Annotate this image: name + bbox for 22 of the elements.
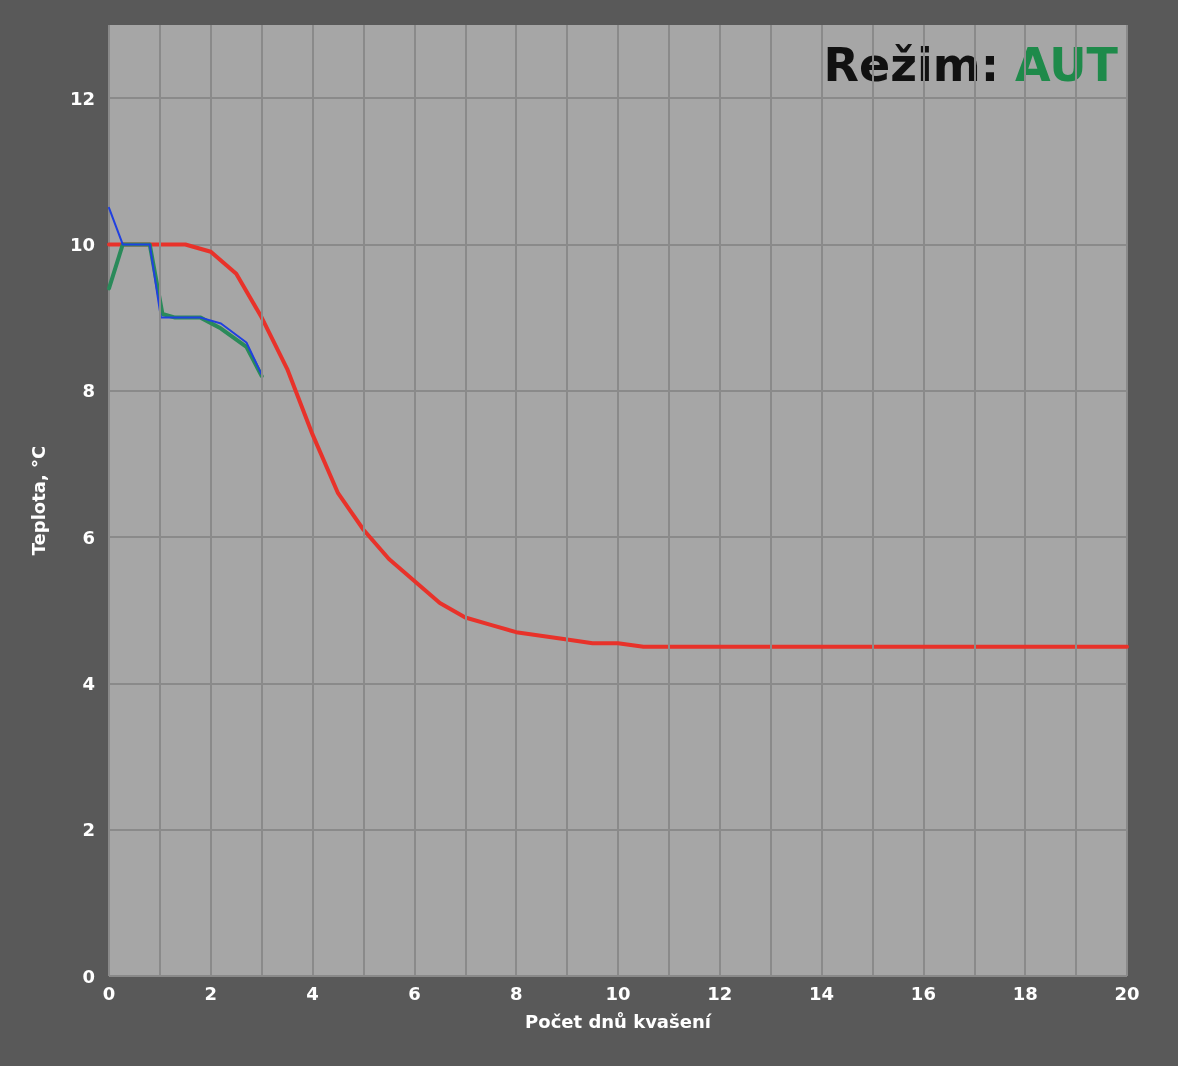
x-tick-label: 0 [102,982,116,1004]
x-tick-label: 10 [605,982,631,1004]
x-tick-label: 18 [1012,982,1038,1004]
y-tick-label: 10 [69,233,95,255]
y-tick-label: 12 [69,87,95,109]
y-axis-title: Teplota, °C [27,445,49,556]
line-series [107,242,1129,649]
y-tick-label: 6 [82,526,95,548]
x-tick-label: 14 [809,982,835,1004]
x-axis-title: Počet dnů kvašení [525,1010,712,1032]
x-tick-label: 12 [707,982,733,1004]
x-tick-label: 20 [1114,982,1140,1004]
y-tick-label: 0 [82,965,95,987]
y-tick-label: 2 [82,819,95,841]
y-tick-label: 4 [82,672,95,694]
x-tick-label: 16 [910,982,936,1004]
x-tick-label: 4 [306,982,319,1004]
y-tick-label: 8 [82,380,95,402]
x-tick-label: 8 [509,982,523,1004]
line-series [108,206,263,376]
x-tick-label: 2 [204,982,218,1004]
x-tick-label: 6 [408,982,421,1004]
